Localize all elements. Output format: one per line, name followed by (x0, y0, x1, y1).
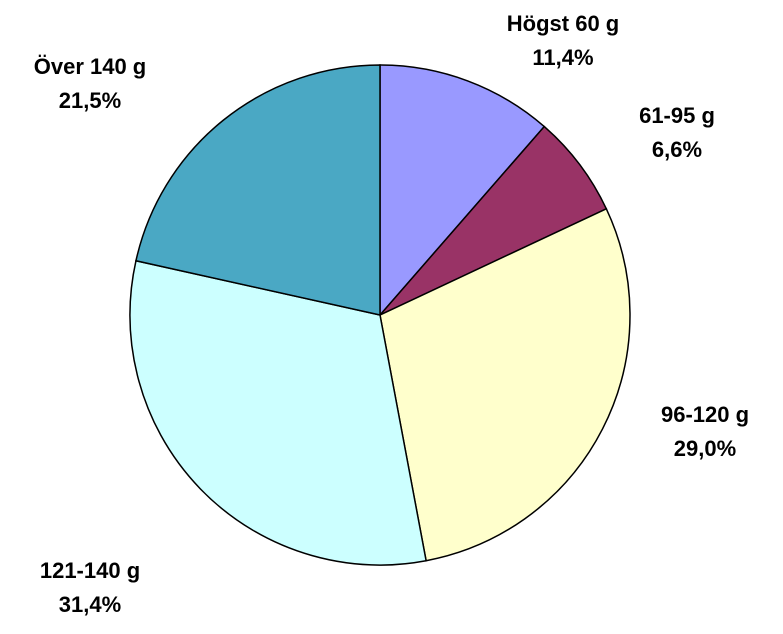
slice-label: 61-95 g (639, 103, 715, 128)
slice-value: 6,6% (652, 137, 702, 162)
pie-slice (379, 64, 546, 318)
slice-label: 121-140 g (40, 558, 140, 583)
slice-label: Över 140 g (34, 54, 147, 79)
slice-label: Högst 60 g (507, 11, 619, 36)
slice-value: 11,4% (532, 45, 593, 70)
pie-slice (129, 259, 427, 566)
slice-value: 29,0% (674, 436, 736, 461)
slice-value: 31,4% (59, 592, 121, 617)
pie-slice (379, 207, 631, 562)
pie-slice (135, 64, 381, 316)
slice-value: 21,5% (59, 88, 121, 113)
slice-label: 96-120 g (661, 402, 749, 427)
